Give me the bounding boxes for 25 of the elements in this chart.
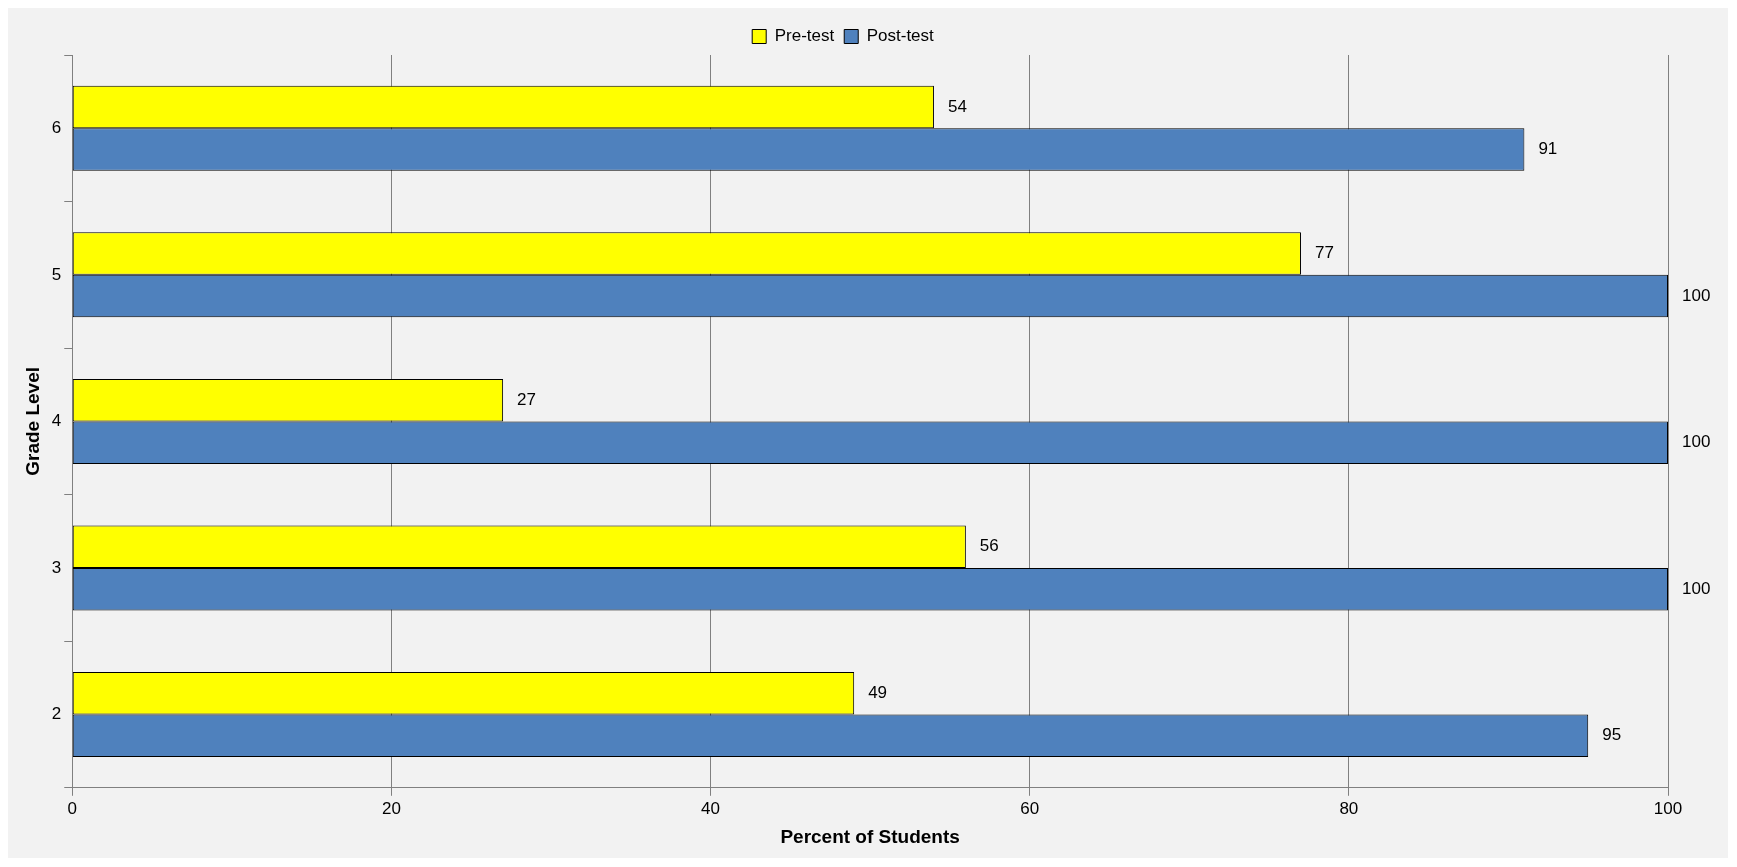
y-tick-label: 4 bbox=[51, 411, 62, 431]
data-label: 49 bbox=[868, 682, 888, 702]
data-label: 77 bbox=[1314, 243, 1334, 263]
data-label: 100 bbox=[1682, 578, 1711, 598]
legend-label: Post-test bbox=[866, 26, 935, 46]
x-tick-label: 80 bbox=[1339, 798, 1359, 818]
data-label: 100 bbox=[1682, 285, 1711, 305]
data-label: 54 bbox=[947, 96, 967, 116]
data-label: 100 bbox=[1682, 432, 1711, 452]
data-label: 56 bbox=[979, 536, 999, 556]
data-label: 95 bbox=[1602, 725, 1622, 745]
y-tick-label: 6 bbox=[51, 117, 62, 137]
y-tick-label: 3 bbox=[51, 557, 62, 577]
y-tick-label: 2 bbox=[51, 704, 62, 724]
x-tick-label: 40 bbox=[701, 798, 721, 818]
data-label: 91 bbox=[1538, 139, 1558, 159]
x-tick-label: 20 bbox=[381, 798, 401, 818]
x-tick-label: 60 bbox=[1020, 798, 1040, 818]
x-tick-label: 0 bbox=[67, 798, 77, 818]
x-tick-label: 100 bbox=[1653, 798, 1683, 818]
data-label: 27 bbox=[517, 389, 537, 409]
y-axis-title: Grade Level bbox=[21, 367, 43, 476]
x-axis-title: Percent of Students bbox=[780, 825, 960, 847]
y-tick-label: 5 bbox=[51, 264, 62, 284]
legend-label: Pre-test bbox=[774, 26, 835, 46]
